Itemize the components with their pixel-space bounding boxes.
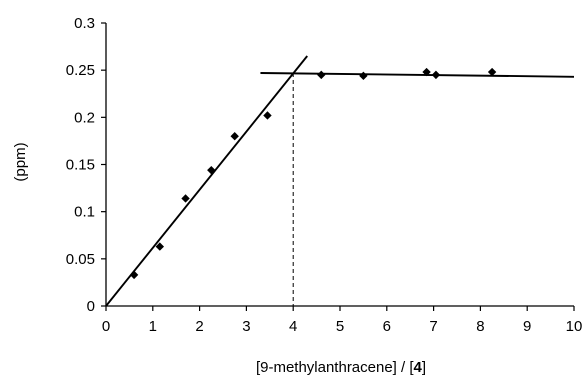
data-point: [422, 67, 431, 77]
data-point: [207, 165, 216, 175]
x-axis-title-bold: 4: [414, 359, 423, 376]
x-tick-label: 1: [149, 318, 157, 335]
x-tick-label: 0: [102, 318, 110, 335]
y-tick-label: 0.05: [66, 251, 95, 268]
y-tick-label: 0.3: [74, 15, 95, 32]
x-tick-label: 10: [566, 318, 583, 335]
ticks-group: 0 1 2 3 4 5 6 7 8 9 10 0 0.05 0.1 0.15 0.2 0.25 0.3: [66, 15, 583, 335]
x-tick-label: 8: [476, 318, 484, 335]
y-tick-label: 0: [87, 298, 95, 315]
x-tick-label: 5: [336, 318, 344, 335]
data-point: [263, 111, 272, 120]
y-axis-title: (ppm): [12, 142, 29, 181]
x-axis-title-suffix: ]: [422, 359, 426, 376]
x-tick-label: 4: [289, 318, 297, 335]
x-axis-title-prefix: [9-methylanthracene] / [: [256, 359, 414, 376]
data-point: [155, 242, 165, 251]
data-point: [230, 132, 239, 141]
axes-group: [105, 23, 574, 307]
y-tick-label: 0.1: [74, 204, 95, 221]
data-point: [431, 70, 441, 80]
y-tick-label: 0.25: [66, 62, 95, 79]
x-tick-label: 7: [429, 318, 437, 335]
data-point: [181, 194, 190, 203]
x-axis-title: [9-methylanthracene] / [4]: [256, 359, 426, 376]
x-tick-label: 2: [195, 318, 203, 335]
x-tick-label: 6: [383, 318, 391, 335]
data-point: [487, 67, 497, 77]
y-tick-label: 0.15: [66, 157, 95, 174]
data-points-group: [129, 67, 497, 280]
x-tick-label: 3: [242, 318, 250, 335]
fit-line-1: [105, 55, 308, 307]
fit-line-2: [260, 72, 575, 78]
data-point: [129, 270, 139, 280]
x-tick-label: 9: [523, 318, 531, 335]
y-tick-label: 0.2: [74, 109, 95, 126]
fit-lines-group: [105, 55, 575, 307]
data-point: [359, 71, 368, 81]
data-point: [317, 70, 326, 80]
